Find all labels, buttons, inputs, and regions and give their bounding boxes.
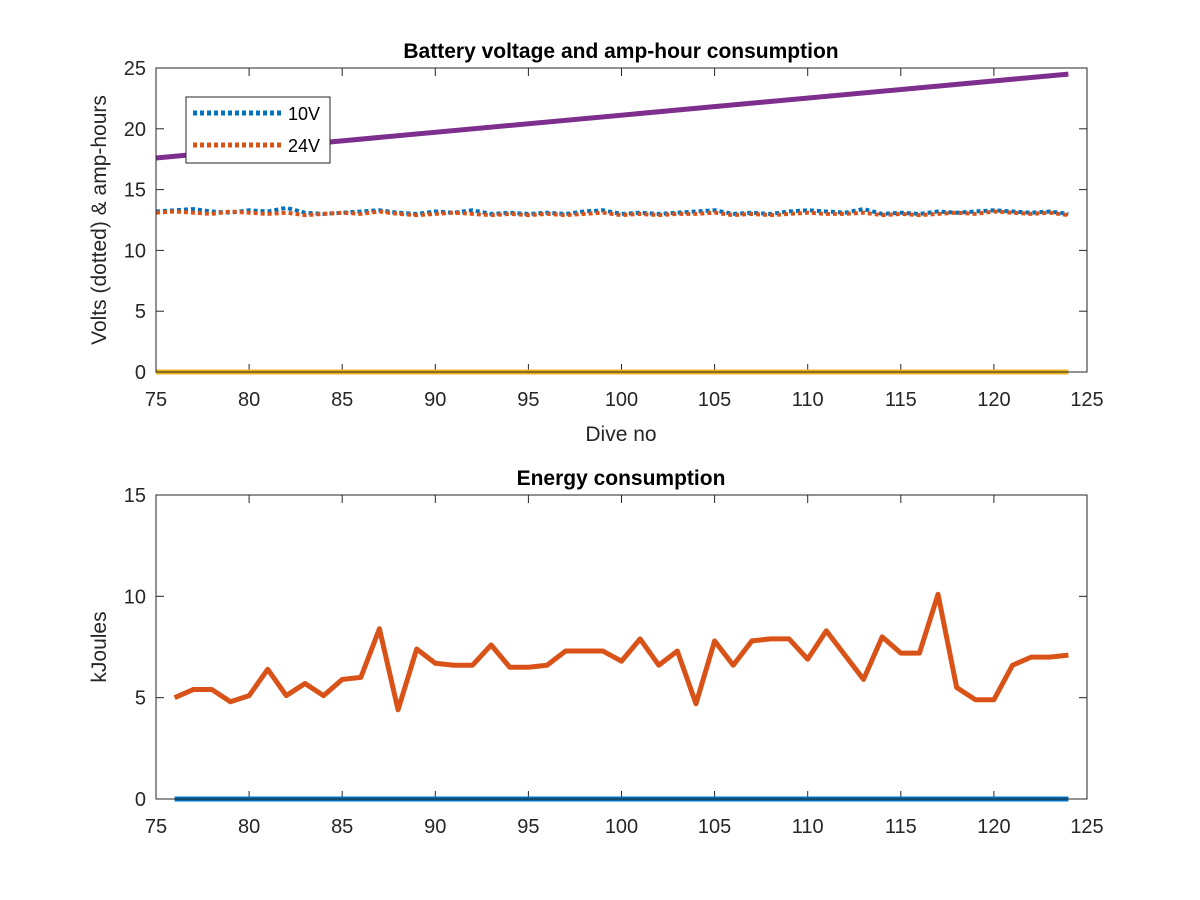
x-tick-label: 120	[977, 816, 1010, 838]
plot-battery-voltage: Battery voltage and amp-hour consumption…	[88, 40, 1104, 446]
x-tick-label: 85	[331, 389, 353, 411]
y-axis-label: kJoules	[88, 611, 111, 682]
y-tick-label: 5	[135, 688, 146, 710]
y-tick-label: 5	[135, 301, 146, 323]
x-tick-label: 95	[517, 816, 539, 838]
y-tick-label: 0	[135, 362, 146, 384]
chart-title: Battery voltage and amp-hour consumption	[403, 40, 838, 63]
x-tick-label: 100	[605, 816, 638, 838]
x-tick-label: 115	[885, 389, 917, 411]
x-tick-label: 105	[698, 816, 731, 838]
y-axis-label: Volts (dotted) & amp-hours	[88, 95, 111, 345]
series-line-24v	[155, 209, 1069, 218]
x-tick-label: 125	[1070, 816, 1103, 838]
x-tick-label: 90	[424, 389, 446, 411]
x-tick-label: 110	[792, 816, 824, 838]
plot-energy-consumption: Energy consumption kJoules 75 80 85 90 95 100…	[88, 467, 1104, 838]
series-line-10v	[155, 205, 1069, 216]
y-tick-label: 15	[124, 180, 146, 202]
x-tick-label: 80	[238, 389, 260, 411]
x-tick-label: 80	[238, 816, 260, 838]
x-tick-label: 95	[517, 389, 539, 411]
x-axis-label: Dive no	[585, 423, 656, 446]
x-tick-label: 75	[145, 389, 167, 411]
x-tick-label: 75	[145, 816, 167, 838]
y-tick-label: 0	[135, 789, 146, 811]
y-tick-label: 20	[124, 119, 146, 141]
x-tick-label: 115	[885, 816, 917, 838]
x-tick-label: 110	[792, 389, 824, 411]
y-tick-label: 25	[124, 58, 146, 80]
legend: 10V 24V	[185, 96, 331, 164]
legend-label-24v: 24V	[288, 136, 320, 156]
x-tick-label: 100	[605, 389, 638, 411]
y-tick-label: 10	[124, 240, 146, 262]
x-tick-label: 105	[698, 389, 731, 411]
y-tick-label: 10	[124, 586, 146, 608]
chart-title: Energy consumption	[517, 467, 726, 490]
x-tick-label: 120	[977, 389, 1010, 411]
legend-label-10v: 10V	[288, 104, 320, 124]
plot-area-frame	[155, 494, 1088, 800]
plot-area-frame	[155, 67, 1088, 373]
x-tick-label: 90	[424, 816, 446, 838]
x-tick-label: 125	[1070, 389, 1103, 411]
y-tick-label: 15	[124, 485, 146, 507]
x-tick-label: 85	[331, 816, 353, 838]
legend-box	[185, 96, 331, 164]
series-line-1-0	[173, 591, 1069, 713]
